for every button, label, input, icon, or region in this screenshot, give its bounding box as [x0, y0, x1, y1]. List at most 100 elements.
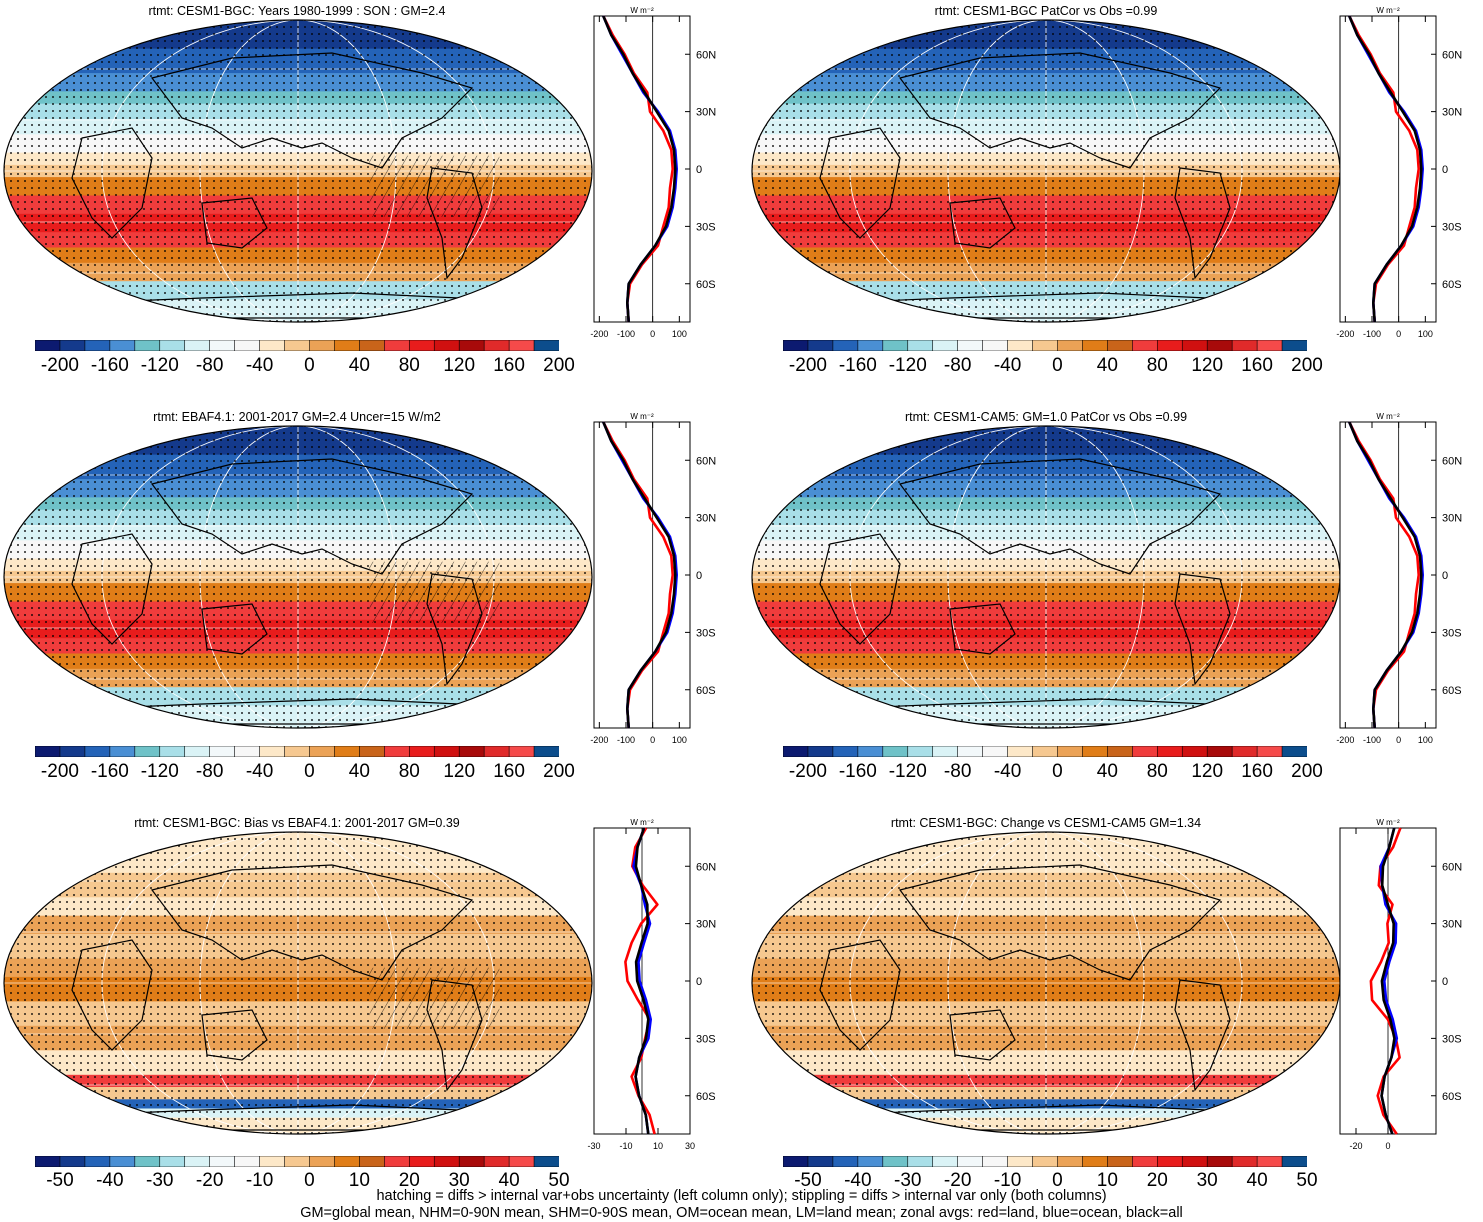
colorbar-label: 50: [548, 1170, 570, 1191]
colorbar-label: 160: [1241, 761, 1273, 782]
colorbar-swatch: [408, 746, 436, 757]
colorbar-swatch: [359, 1156, 386, 1167]
colorbar-label: 30: [1196, 1170, 1218, 1191]
colorbar-swatch: [1231, 1156, 1258, 1167]
colorbar-swatch: [1181, 746, 1208, 757]
colorbar-label: 40: [348, 761, 370, 782]
zonal-line-all: [634, 827, 650, 1135]
colorbar-swatch: [1007, 746, 1034, 757]
panel-0-colorbar: [35, 340, 559, 351]
coastline: [898, 458, 1222, 575]
colorbar-swatch: [184, 746, 211, 757]
zonal-ytick-label: 60N: [696, 455, 716, 467]
colorbar-swatch: [234, 340, 261, 351]
colorbar-swatch: [1082, 1156, 1109, 1167]
colorbar-label: -160: [838, 355, 877, 376]
colorbar-label: 200: [1291, 761, 1323, 782]
hatching: [369, 561, 500, 623]
zonal-ytick-label: 30S: [1442, 1033, 1462, 1045]
coastline: [426, 979, 483, 1092]
coastline: [201, 603, 268, 655]
zonal-xtick-label: -10: [619, 1141, 632, 1151]
colorbar-swatch: [84, 746, 111, 757]
colorbar-swatch: [832, 746, 859, 757]
coastline: [150, 458, 474, 575]
zonal-ytick-label: 30S: [1442, 221, 1462, 233]
colorbar-swatch: [59, 340, 86, 351]
colorbar-label: 160: [1241, 355, 1273, 376]
colorbar-swatch: [807, 1156, 834, 1167]
colorbar-label: 40: [348, 355, 370, 376]
colorbar-swatch: [309, 1156, 336, 1167]
colorbar-swatch: [259, 746, 286, 757]
zonal-xtick-label: 0: [1396, 735, 1401, 745]
zonal-unit-label: W m⁻²: [630, 412, 654, 421]
coastline: [1174, 573, 1231, 686]
colorbar-swatch: [309, 340, 336, 351]
coastline: [71, 127, 153, 239]
colorbar-swatch: [408, 1156, 436, 1167]
coastline: [949, 197, 1016, 249]
colorbar-swatch: [483, 746, 510, 757]
colorbar-swatch: [1206, 1156, 1233, 1167]
zonal-xtick-label: -100: [1363, 329, 1381, 339]
colorbar-label: -80: [195, 761, 224, 782]
colorbar-swatch: [384, 1156, 411, 1167]
coastline: [71, 939, 153, 1051]
colorbar-swatch: [1057, 1156, 1084, 1167]
zonal-xtick-label: -100: [617, 329, 635, 339]
colorbar-label: 120: [1191, 355, 1224, 376]
hatching: [369, 967, 500, 1029]
coastline: [949, 1009, 1016, 1061]
colorbar-swatch: [384, 746, 411, 757]
zonal-xtick-label: -200: [590, 329, 608, 339]
colorbar-swatch: [982, 746, 1009, 757]
colorbar-label: 80: [1146, 355, 1168, 376]
colorbar-swatch: [907, 1156, 934, 1167]
panel-0-title: rtmt: CESM1-BGC: Years 1980-1999 : SON :…: [148, 4, 446, 18]
zonal-ytick-label: 60N: [1442, 455, 1462, 467]
colorbar-swatch: [259, 340, 286, 351]
colorbar-label: -40: [993, 355, 1022, 376]
coastline: [426, 167, 483, 280]
colorbar-swatch: [334, 1156, 361, 1167]
colorbar-swatch: [259, 1156, 286, 1167]
zonal-xtick-label: -200: [1336, 329, 1354, 339]
colorbar-swatch: [1281, 746, 1307, 757]
zonal-ytick-label: 30S: [696, 627, 716, 639]
colorbar-swatch: [1256, 746, 1283, 757]
zonal-xtick-label: -30: [587, 1141, 600, 1151]
panel-0-colorbar-labels: -200 -160 -120 -80 -40 0 40 80 120 160 200: [35, 355, 575, 379]
stippling: [752, 426, 1340, 728]
panel-5-colorbar-labels: -50 -40 -30 -20 -10 0 10 20 30 40 50: [783, 1170, 1317, 1194]
colorbar-swatch: [1206, 340, 1233, 351]
zonal-xtick-label: -20: [1349, 1141, 1362, 1151]
panel-3-zonal-plot: W m⁻² 60N 30N 0 30S 60S -200 -100 0 100: [1336, 412, 1462, 745]
colorbar-swatch: [35, 746, 61, 757]
zonal-ytick-label: 60S: [696, 1091, 716, 1103]
colorbar-label: 120: [443, 355, 476, 376]
colorbar-label: 80: [398, 761, 420, 782]
colorbar-label: -40: [993, 761, 1022, 782]
panel-2-zonal-plot: W m⁻² 60N 30N 0 30S 60S -200 -100 0 100: [590, 412, 716, 745]
colorbar-swatch: [1206, 746, 1233, 757]
coastline: [819, 127, 901, 239]
panel-1-zonal-plot: W m⁻² 60N 30N 0 30S 60S -200 -100 0 100: [1336, 6, 1462, 339]
colorbar-swatch: [957, 340, 984, 351]
colorbar-swatch: [982, 340, 1009, 351]
colorbar-label: -200: [40, 761, 79, 782]
colorbar-swatch: [1231, 340, 1258, 351]
zonal-ytick-label: 0: [696, 164, 702, 176]
colorbar-swatch: [882, 1156, 909, 1167]
colorbar-swatch: [334, 746, 361, 757]
panel-5-zonal-plot: W m⁻² 60N 30N 0 30S 60S -20 0: [1339, 818, 1462, 1151]
zonal-unit-label: W m⁻²: [1376, 818, 1400, 827]
colorbar-label: 40: [1096, 761, 1118, 782]
colorbar-label: 200: [1291, 355, 1323, 376]
colorbar-label: -50: [794, 1170, 822, 1191]
colorbar-swatch: [932, 340, 959, 351]
zonal-xtick-label: -100: [617, 735, 635, 745]
colorbar-swatch: [234, 746, 261, 757]
colorbar-label: 160: [493, 355, 525, 376]
panel-0-zonal-plot: W m⁻² 60N 30N 0 30S 60S -200 -100 0 100: [590, 6, 716, 339]
